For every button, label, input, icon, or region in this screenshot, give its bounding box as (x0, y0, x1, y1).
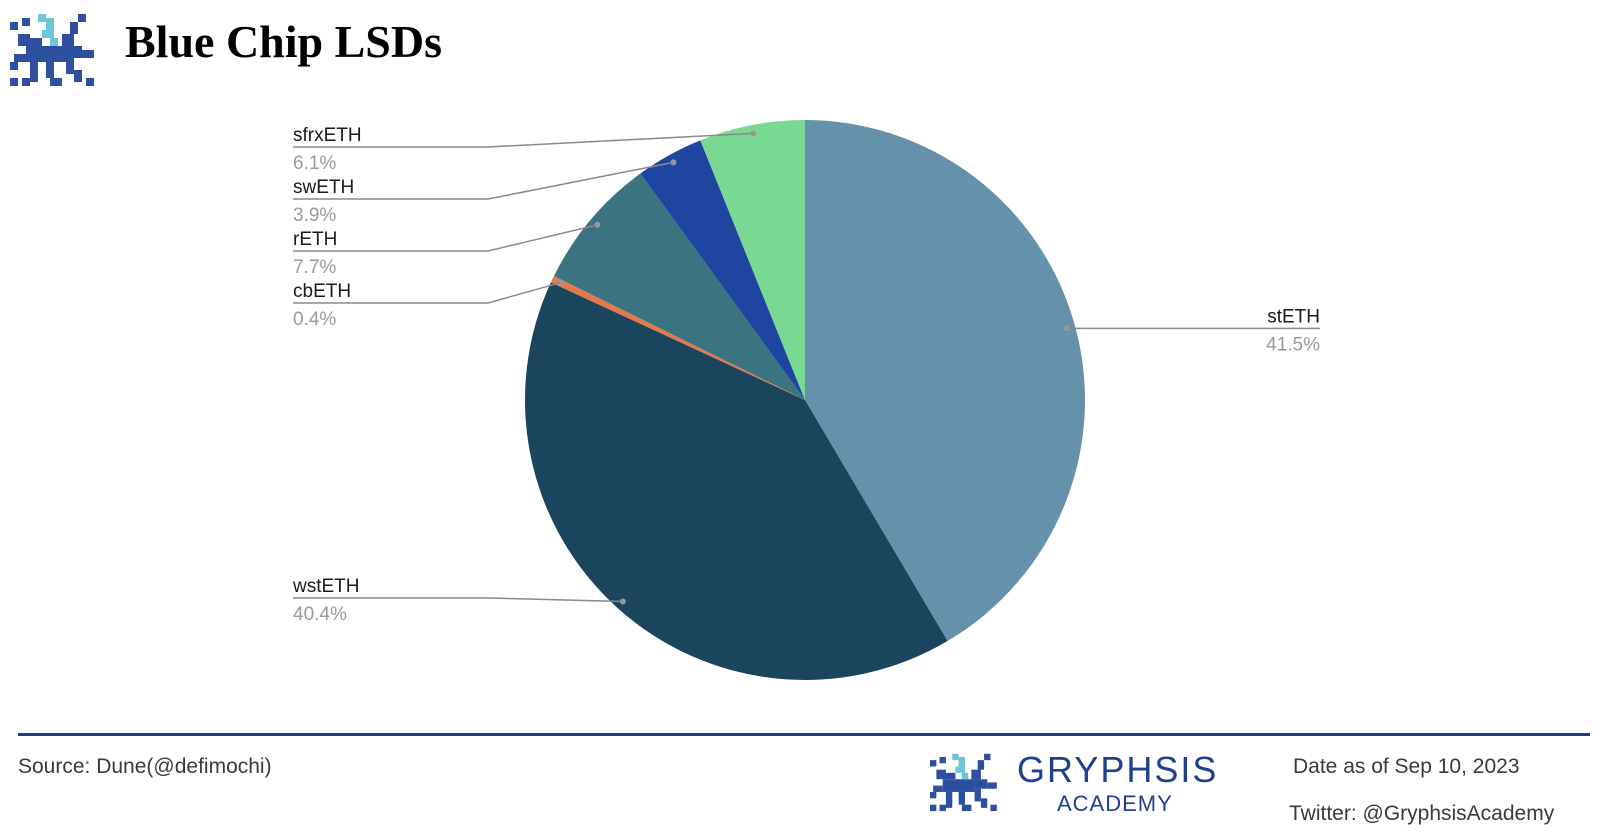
slice-label-sfrxETH: sfrxETH (293, 125, 362, 146)
pie-slice-sfrxETH (700, 120, 805, 400)
pie-slice-rETH (553, 173, 805, 400)
slice-value-sfrxETH: 6.1% (293, 153, 336, 174)
leader-line-sfrxETH (293, 132, 754, 148)
pie-slice-swETH (640, 140, 805, 400)
slice-label-rETH: rETH (293, 229, 337, 250)
leader-line-swETH (293, 161, 674, 200)
page-title: Blue Chip LSDs (125, 16, 443, 67)
twitter-handle: Twitter: @GryphsisAcademy (1289, 802, 1555, 825)
slice-value-wstETH: 40.4% (293, 604, 347, 625)
footer-divider (18, 733, 1590, 736)
slice-label-wstETH: wstETH (292, 576, 360, 597)
brand-subtitle: ACADEMY (1057, 791, 1173, 816)
gryphsis-logo-icon (10, 14, 94, 86)
gryphsis-academy-logo-icon (930, 753, 997, 812)
slice-value-rETH: 7.7% (293, 257, 336, 278)
brand-name: GRYPHSIS (1017, 749, 1219, 790)
pie-slice-cbETH (550, 276, 805, 400)
slice-label-cbETH: cbETH (293, 281, 351, 302)
slice-label-swETH: swETH (293, 177, 354, 198)
leader-line-wstETH (293, 597, 623, 603)
slice-value-cbETH: 0.4% (293, 309, 336, 330)
slice-value-swETH: 3.9% (293, 205, 336, 226)
date-note: Date as of Sep 10, 2023 (1293, 755, 1520, 778)
slice-label-stETH: stETH (1267, 306, 1320, 327)
source-note: Source: Dune(@defimochi) (18, 755, 272, 778)
slice-value-stETH: 41.5% (1266, 334, 1320, 355)
pie-slice-stETH (805, 120, 1086, 642)
pie-slice-wstETH (524, 282, 948, 681)
leader-line-rETH (293, 224, 598, 252)
pie-chart: stETH 41.5% wstETH 40.4% cbETH 0.4% rETH 7.7% sw… (292, 120, 1320, 681)
leader-line-cbETH (293, 282, 561, 304)
